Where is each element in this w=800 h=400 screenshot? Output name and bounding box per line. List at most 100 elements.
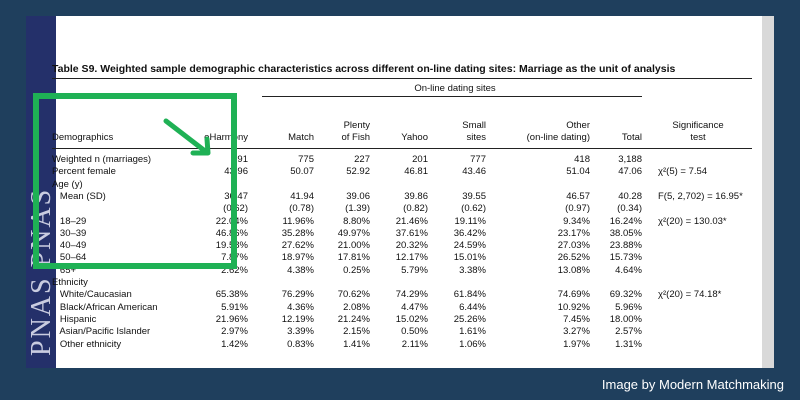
table-cell-pf: 49.97%: [337, 227, 370, 239]
table-cell-to: 47.06: [618, 166, 642, 178]
table-cell-eh: 5.91%: [221, 301, 248, 313]
table-cell-ya: 21.46%: [395, 215, 428, 227]
table-cell-pf: 2.08%: [343, 301, 370, 313]
table-cell-label: Ethnicity: [52, 277, 88, 288]
table-cell-ya: 20.32%: [395, 240, 428, 252]
table-cell-to: 15.73%: [609, 252, 642, 264]
table-cell-sm: 43.46: [462, 166, 486, 178]
table-cell-ma: 0.83%: [287, 338, 314, 350]
table-cell-ya: 15.02%: [395, 313, 428, 325]
page-edge-bar: [762, 16, 774, 368]
table-cell-to: 16.24%: [609, 215, 642, 227]
table-cell-ot: (0.97): [565, 203, 590, 215]
table-cell-ot: 10.92%: [557, 301, 590, 313]
header-other-line1: Other: [566, 120, 590, 131]
table-cell-sm: 1.06%: [459, 338, 486, 350]
table-cell-ma: 35.28%: [281, 227, 314, 239]
table-cell-ma: 4.38%: [287, 264, 314, 276]
header-small-line1: Small: [462, 120, 486, 131]
table-cell-sm: (0.62): [461, 203, 486, 215]
table-cell-label: Age (y): [52, 178, 83, 190]
table-cell-ya: 0.50%: [401, 326, 428, 338]
table-cell-ot: 3.27%: [563, 326, 590, 338]
table-cell-sm: 1.61%: [459, 326, 486, 338]
header-sig-line1: Significance: [672, 120, 724, 131]
table-cell-ma: 4.36%: [287, 301, 314, 313]
header-yahoo: Yahoo: [401, 132, 428, 143]
table-cell-sm: 39.55: [462, 190, 486, 202]
table-cell-pf: 52.92: [346, 166, 370, 178]
span-header: On-line dating sites: [414, 83, 496, 94]
header-demographics: Demographics: [52, 132, 114, 143]
table-cell-ot: 7.45%: [563, 313, 590, 325]
table-cell-ya: 12.17%: [395, 252, 428, 264]
table-cell-to: 5.96%: [615, 301, 642, 313]
table-cell-ya: 2.11%: [401, 338, 428, 350]
table-cell-label: 65+: [52, 264, 77, 276]
table-cell-label: 18–29: [52, 215, 87, 227]
table-cell-sm: 61.84%: [453, 289, 486, 301]
table-title: Table S9. Weighted sample demographic ch…: [52, 63, 676, 75]
table-cell-pf: 227: [354, 154, 370, 165]
table-cell-sig: F(5, 2,702) = 16.95*: [658, 190, 743, 202]
table-cell-to: 23.88%: [609, 240, 642, 252]
table-cell-ot: 418: [574, 154, 590, 165]
table-cell-to: 3,188: [618, 154, 642, 165]
table-cell-ot: 9.34%: [563, 215, 590, 227]
header-eharmony: eHarmony: [204, 132, 248, 143]
table-cell-sm: 19.11%: [454, 215, 486, 227]
table-cell-ot: 1.97%: [563, 338, 590, 350]
table-cell-label: 30–39: [52, 227, 87, 239]
table-cell-ya: (0.82): [403, 203, 428, 215]
table-cell-label: Mean (SD): [52, 190, 106, 202]
table-cell-sig: χ²(20) = 130.03*: [658, 215, 727, 227]
table-cell-eh: 1.42%: [221, 338, 248, 350]
table-cell-pf: 1.41%: [343, 338, 370, 350]
table-cell-label: 40–49: [52, 240, 87, 252]
table-cell-ot: 74.69%: [557, 289, 590, 301]
table-cell-to: 40.28: [618, 190, 642, 202]
table-cell-ma: (0.78): [289, 203, 314, 215]
table-cell-pf: 17.81%: [337, 252, 370, 264]
table-cell-pf: 70.62%: [337, 289, 370, 301]
header-small-line2: sites: [466, 132, 486, 143]
table-cell-pf: 2.15%: [343, 326, 370, 338]
table-cell-ot: 23.17%: [557, 227, 590, 239]
span-rule: [262, 96, 642, 97]
table-cell-to: 2.57%: [615, 326, 642, 338]
header-other-line2: (on-line dating): [526, 132, 590, 143]
table-cell-label: Black/African American: [52, 301, 158, 313]
table-cell-sm: 15.01%: [453, 252, 486, 264]
table-cell-sm: 3.38%: [459, 264, 486, 276]
table-cell-ma: 775: [298, 154, 314, 165]
table-cell-ma: 18.97%: [281, 252, 314, 264]
table-cell-ma: 11.96%: [282, 215, 314, 227]
table-cell-label: Asian/Pacific Islander: [52, 326, 151, 338]
table-cell-pf: 8.80%: [343, 215, 370, 227]
table-cell-ot: 27.03%: [557, 240, 590, 252]
image-credit: Image by Modern Matchmaking: [601, 377, 784, 392]
table-cell-ma: 3.39%: [287, 326, 314, 338]
header-plenty-line2: of Fish: [341, 132, 370, 143]
table-cell-ya: 37.61%: [395, 227, 428, 239]
table-cell-label: White/Caucasian: [52, 289, 132, 301]
table-cell-eh: 791: [232, 154, 248, 165]
table-cell-sig: χ²(5) = 7.54: [658, 166, 708, 178]
table-cell-eh: 21.96%: [215, 313, 248, 325]
table-cell-ya: 39.86: [404, 190, 428, 202]
table-cell-ot: 13.08%: [557, 264, 590, 276]
table-cell-pf: 39.06: [346, 190, 370, 202]
table-cell-ma: 50.07: [290, 166, 314, 178]
table-cell-label: Other ethnicity: [52, 338, 122, 350]
table-cell-ot: 51.04: [566, 166, 590, 178]
eharmony-highlight-box: [33, 93, 237, 269]
table-cell-ot: 26.52%: [557, 252, 590, 264]
table-cell-ya: 74.29%: [395, 289, 428, 301]
table-cell-sm: 6.44%: [459, 301, 486, 313]
table-cell-label: 50–64: [52, 252, 87, 264]
table-cell-ya: 46.81: [404, 166, 428, 178]
table-cell-ma: 41.94: [290, 190, 314, 202]
table-cell-eh: 2.97%: [221, 326, 248, 338]
table-cell-sm: 36.42%: [453, 227, 486, 239]
